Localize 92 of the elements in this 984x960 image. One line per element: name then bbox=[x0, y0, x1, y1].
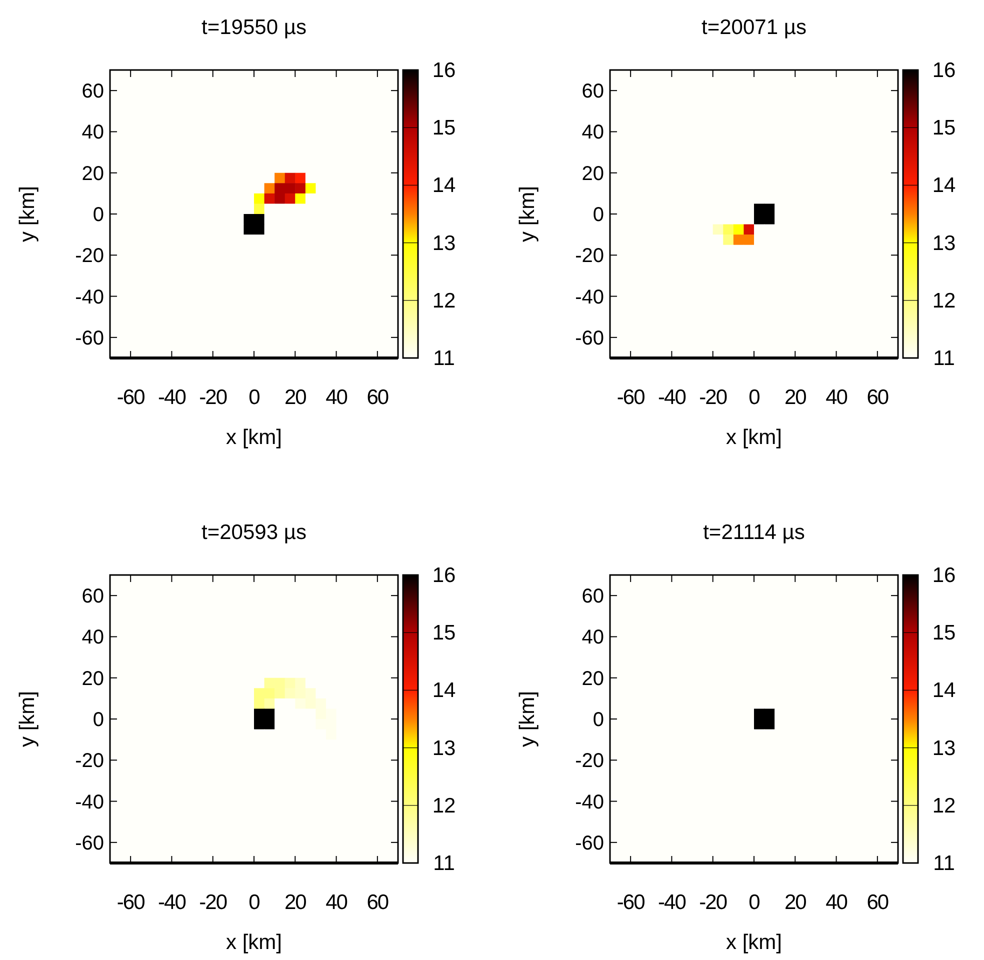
x-tick-label: -20 bbox=[699, 386, 727, 409]
y-tick-label: -40 bbox=[575, 791, 604, 814]
y-tick-label: 40 bbox=[82, 626, 104, 649]
x-tick-label: -60 bbox=[116, 386, 145, 409]
y-tick-label: 20 bbox=[582, 162, 604, 185]
x-tick-label: -60 bbox=[616, 891, 645, 914]
color-bar-label: 15 bbox=[432, 622, 456, 645]
color-bar-label: 13 bbox=[932, 232, 956, 255]
x-tick-label: -60 bbox=[116, 891, 145, 914]
x-tick-label: 0 bbox=[248, 891, 260, 914]
color-bar-label: 11 bbox=[433, 852, 455, 875]
color-bar-label: 14 bbox=[932, 174, 956, 198]
y-tick-label: 0 bbox=[92, 709, 104, 731]
color-bar-label: 16 bbox=[432, 564, 456, 587]
y-tick-label: -60 bbox=[75, 327, 104, 350]
x-tick-label: 40 bbox=[826, 891, 848, 914]
x-tick-label: 40 bbox=[326, 891, 348, 914]
y-tick-label: -60 bbox=[75, 832, 104, 854]
color-bar-label: 15 bbox=[432, 116, 456, 140]
x-axis-title: x [km] bbox=[226, 931, 282, 954]
x-tick-label: 20 bbox=[284, 386, 306, 409]
x-tick-label: -20 bbox=[199, 386, 227, 409]
color-bar-label: 13 bbox=[432, 232, 456, 255]
y-tick-label: 20 bbox=[82, 668, 104, 690]
x-tick-label: 60 bbox=[366, 891, 388, 914]
x-tick-label: 40 bbox=[326, 386, 348, 409]
x-tick-label: 20 bbox=[784, 891, 806, 914]
x-tick-label: 40 bbox=[826, 386, 848, 409]
y-tick-label: 40 bbox=[582, 626, 604, 649]
color-bar-label: 12 bbox=[932, 289, 956, 312]
x-tick-label: 60 bbox=[866, 891, 888, 914]
color-bar-label: 15 bbox=[932, 116, 956, 140]
y-tick-label: -40 bbox=[575, 286, 604, 308]
x-tick-label: 20 bbox=[784, 386, 806, 409]
y-axis-title: y [km] bbox=[16, 186, 39, 242]
y-tick-label: -20 bbox=[75, 245, 104, 268]
y-tick-label: 60 bbox=[582, 80, 604, 103]
y-tick-label: 40 bbox=[582, 122, 604, 144]
x-tick-label: -60 bbox=[616, 386, 645, 409]
x-tick-label: 0 bbox=[748, 891, 760, 914]
y-tick-label: -20 bbox=[75, 750, 104, 772]
chart-title: t=21114 µs bbox=[703, 521, 805, 544]
color-bar-label: 12 bbox=[432, 289, 456, 312]
color-bar-label: 12 bbox=[932, 794, 956, 818]
chart-title: t=19550 µs bbox=[202, 16, 306, 39]
x-tick-label: 60 bbox=[866, 386, 888, 409]
y-tick-label: -40 bbox=[75, 791, 104, 814]
y-tick-label: 60 bbox=[82, 586, 104, 608]
x-tick-label: -40 bbox=[158, 386, 186, 409]
color-bar-label: 11 bbox=[933, 852, 955, 875]
y-tick-label: 0 bbox=[592, 709, 604, 731]
y-tick-label: -20 bbox=[575, 245, 604, 268]
color-bar-label: 14 bbox=[432, 679, 456, 702]
x-tick-label: -20 bbox=[199, 891, 227, 914]
x-tick-label: -40 bbox=[658, 891, 686, 914]
y-tick-label: 20 bbox=[82, 162, 104, 185]
x-tick-label: -40 bbox=[658, 386, 686, 409]
x-axis-title: x [km] bbox=[226, 426, 282, 449]
x-axis-title: x [km] bbox=[726, 931, 782, 954]
x-tick-label: -40 bbox=[158, 891, 186, 914]
y-tick-label: 40 bbox=[82, 122, 104, 144]
x-tick-label: 0 bbox=[248, 386, 260, 409]
y-tick-label: -40 bbox=[75, 286, 104, 308]
y-axis-title: y [km] bbox=[16, 691, 39, 747]
color-bar-label: 14 bbox=[932, 679, 956, 702]
y-tick-label: 60 bbox=[82, 80, 104, 103]
y-axis-title: y [km] bbox=[516, 186, 539, 242]
x-tick-label: -20 bbox=[699, 891, 727, 914]
chart-title: t=20071 µs bbox=[702, 16, 806, 39]
y-tick-label: 20 bbox=[582, 668, 604, 690]
color-bar-label: 13 bbox=[432, 736, 456, 760]
y-tick-label: -60 bbox=[575, 832, 604, 854]
color-bar-label: 11 bbox=[433, 347, 455, 370]
color-bar-label: 13 bbox=[932, 736, 956, 760]
y-axis-title: y [km] bbox=[516, 691, 539, 747]
color-bar-label: 16 bbox=[932, 564, 956, 587]
x-tick-label: 20 bbox=[284, 891, 306, 914]
y-tick-label: -60 bbox=[575, 327, 604, 350]
color-bar-label: 11 bbox=[933, 347, 955, 370]
y-tick-label: 0 bbox=[92, 204, 104, 226]
color-bar-label: 15 bbox=[932, 622, 956, 645]
color-bar-label: 16 bbox=[932, 59, 956, 82]
color-bar-label: 14 bbox=[432, 174, 456, 198]
x-tick-label: 0 bbox=[748, 386, 760, 409]
y-tick-label: 0 bbox=[592, 204, 604, 226]
x-tick-label: 60 bbox=[366, 386, 388, 409]
color-bar-label: 12 bbox=[432, 794, 456, 818]
chart-title: t=20593 µs bbox=[202, 521, 306, 544]
y-tick-label: 60 bbox=[582, 586, 604, 608]
x-axis-title: x [km] bbox=[726, 426, 782, 449]
y-tick-label: -20 bbox=[575, 750, 604, 772]
color-bar-label: 16 bbox=[432, 59, 456, 82]
